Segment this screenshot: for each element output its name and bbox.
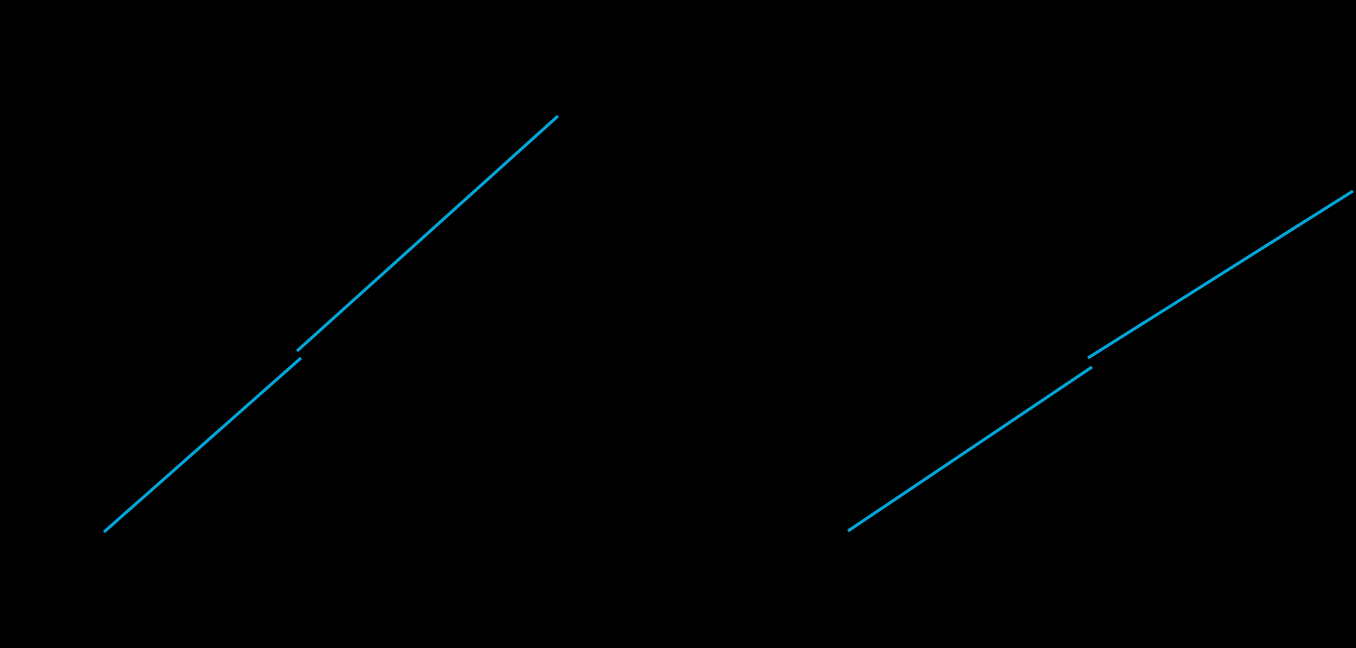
left-line-lower-segment <box>103 356 302 534</box>
series-left-line <box>103 114 560 534</box>
right-line-lower-segment <box>847 365 1093 533</box>
right-line-upper-segment <box>1087 189 1354 360</box>
left-line-upper-segment <box>295 114 560 353</box>
series-right-line <box>847 189 1354 533</box>
